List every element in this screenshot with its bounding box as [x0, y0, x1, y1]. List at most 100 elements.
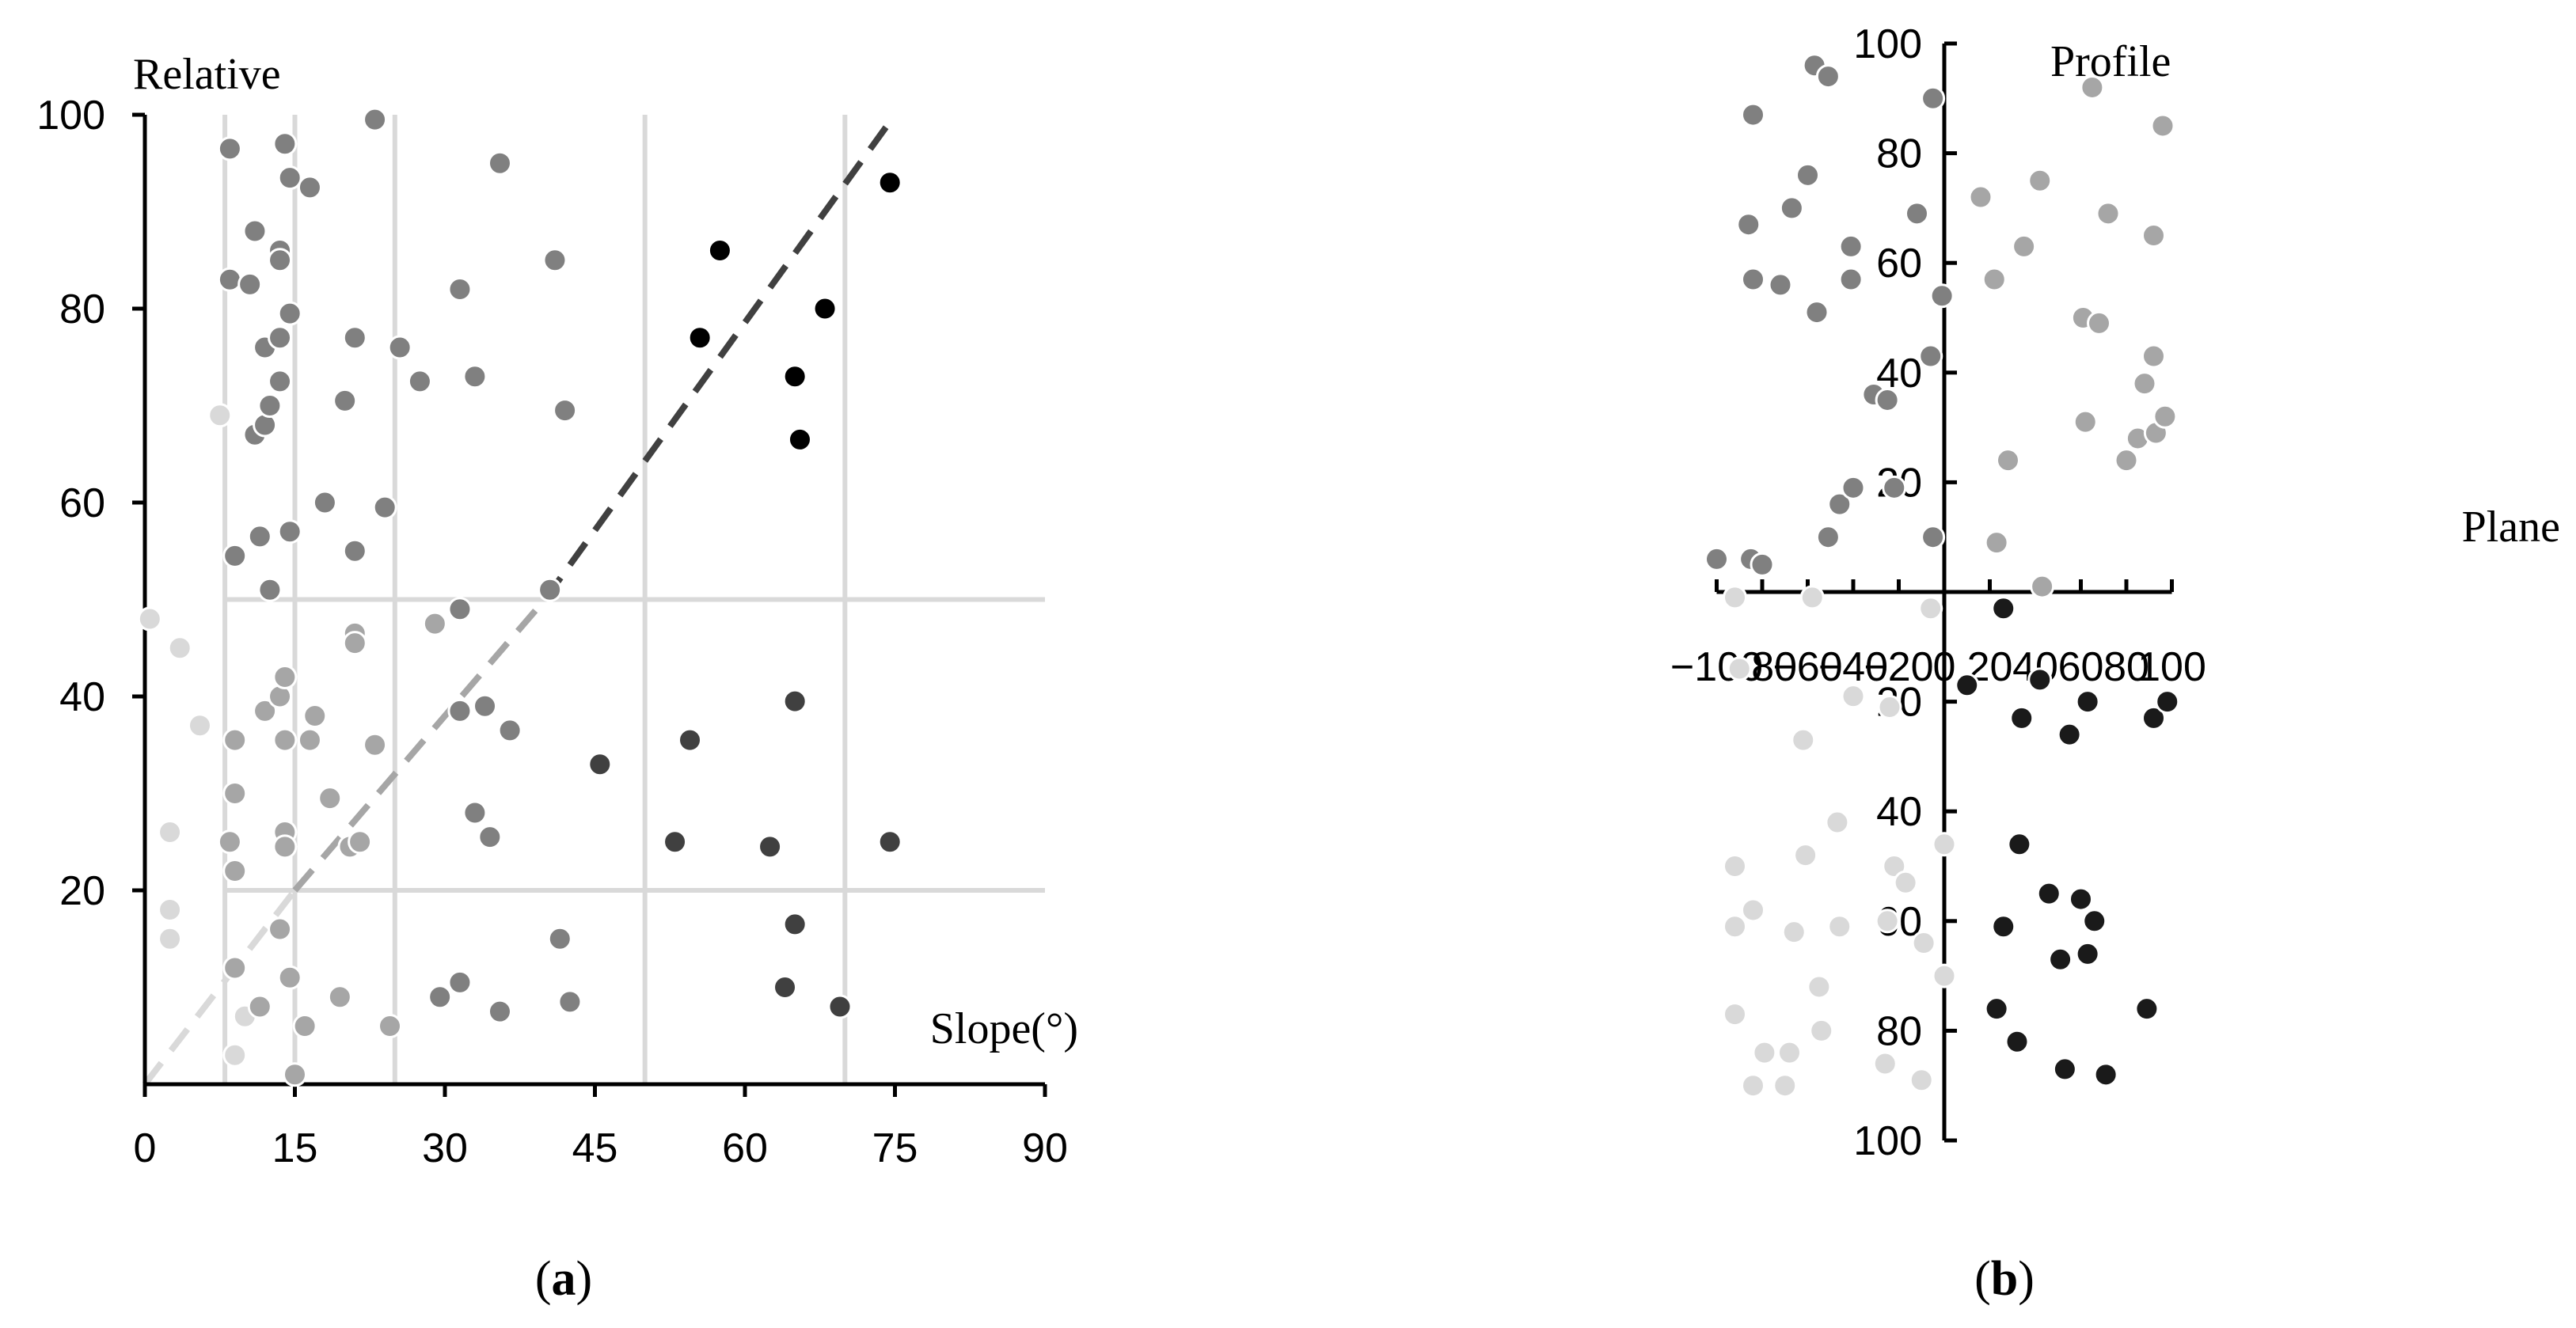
data-point: [782, 364, 807, 389]
data-point: [2080, 74, 2105, 100]
data-point: [268, 325, 293, 351]
data-point: [1877, 695, 1902, 720]
data-point: [1795, 162, 1820, 188]
data-point: [2057, 722, 2082, 747]
data-point: [222, 1042, 248, 1068]
data-point: [407, 369, 432, 394]
data-point: [207, 403, 233, 428]
data-point: [268, 248, 293, 273]
data-point: [2134, 996, 2160, 1022]
data-point: [1882, 854, 1907, 878]
data-point: [678, 727, 703, 753]
y-axis-label: Profile: [2050, 37, 2171, 86]
chart-slope-relative: 0 15 30 45 60 75 90 20 40 60 80 100 Relative Slope(…: [36, 50, 1078, 1306]
data-point: [447, 277, 473, 302]
x-tick-label: 100: [2137, 644, 2206, 690]
data-point: [1804, 300, 1829, 325]
data-point: [312, 490, 337, 515]
data-point: [1741, 267, 1765, 292]
data-point: [1779, 195, 1804, 221]
y-tick-label: 100: [1853, 21, 1922, 67]
data-point: [1921, 85, 1946, 111]
data-point: [447, 698, 473, 723]
data-point: [707, 238, 732, 263]
data-point: [1893, 870, 1918, 895]
data-point: [557, 989, 583, 1015]
data-point: [447, 969, 473, 995]
data-point: [222, 859, 248, 883]
data-point: [2114, 448, 2139, 473]
data-point: [497, 718, 522, 743]
data-point: [787, 427, 812, 452]
data-point: [253, 698, 278, 723]
reference-lines: [142, 112, 898, 1087]
data-point: [217, 829, 242, 855]
data-point: [1932, 832, 1957, 857]
data-point: [538, 577, 563, 602]
x-axis-label: Slope(°): [930, 1004, 1078, 1053]
panel-label-a: (a): [535, 1252, 592, 1306]
data-point: [257, 577, 283, 602]
data-point: [1793, 843, 1818, 868]
data-point: [1968, 184, 1993, 210]
data-point: [297, 175, 322, 200]
data-point: [2141, 223, 2166, 249]
data-point: [1981, 267, 2007, 292]
data-point: [2082, 909, 2107, 934]
y-tick-label: 80: [59, 286, 105, 332]
data-point: [1911, 931, 1936, 956]
data-point: [302, 704, 328, 728]
data-point: [247, 524, 272, 549]
data-point: [1918, 596, 1943, 621]
x-tick-label: 0: [134, 1125, 157, 1171]
data-point: [2073, 409, 2098, 434]
y-tick-label: 60: [59, 480, 105, 526]
data-point: [1841, 475, 1866, 500]
data-point: [1875, 387, 1900, 412]
data-point: [277, 519, 302, 544]
data-point: [1825, 810, 1850, 835]
x-tick-label: −40: [1818, 644, 1888, 690]
data-point: [687, 325, 712, 351]
data-point: [422, 611, 447, 636]
tick-labels: 0 15 30 45 60 75 90 20 40 60 80 100: [36, 93, 1068, 1171]
data-point: [332, 388, 358, 413]
data-point: [257, 393, 283, 418]
data-point: [2069, 886, 2093, 912]
data-point: [222, 781, 248, 806]
data-point: [553, 398, 578, 423]
data-point: [1918, 343, 1943, 369]
x-tick-label: 0: [1933, 644, 1956, 690]
data-point: [1736, 212, 1761, 237]
tick-labels: −100−80−60−40−20020406080100100806040202…: [1670, 21, 2206, 1164]
data-points: [1704, 53, 2180, 1098]
data-point: [1807, 974, 1832, 1000]
data-point: [2075, 689, 2100, 715]
data-point: [272, 131, 298, 157]
axes: [1715, 41, 2174, 1143]
y-tick-label: 80: [1876, 1008, 1922, 1054]
data-point: [587, 752, 613, 777]
data-point: [1827, 914, 1852, 939]
data-point: [2052, 1057, 2077, 1082]
data-point: [1838, 233, 1864, 259]
data-point: [2036, 881, 2061, 906]
data-point: [1768, 272, 1793, 298]
data-point: [773, 975, 798, 1000]
data-point: [2150, 113, 2175, 138]
data-point: [1723, 585, 1747, 610]
data-point: [222, 727, 248, 753]
data-point: [272, 834, 298, 859]
data-point: [342, 538, 367, 563]
data-point: [2012, 233, 2037, 259]
data-point: [1772, 1073, 1798, 1098]
data-point: [317, 786, 343, 811]
x-tick-label: 30: [422, 1125, 468, 1171]
data-point: [158, 926, 183, 951]
grid-lines: [222, 115, 1045, 1084]
data-point: [1882, 475, 1907, 500]
data-point: [247, 994, 272, 1019]
data-point: [462, 800, 488, 825]
y-tick-label: 100: [36, 93, 105, 138]
data-point: [363, 107, 388, 132]
